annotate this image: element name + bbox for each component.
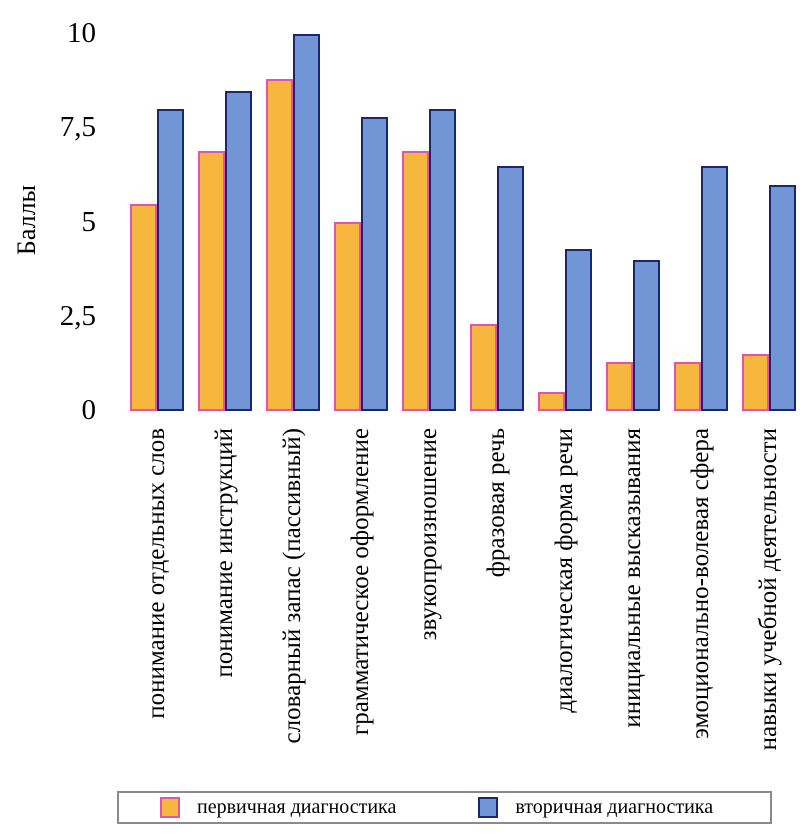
bar-secondary [429,109,456,411]
bar-group [742,185,796,411]
bar-group [538,249,592,411]
legend-item-secondary: вторичная диагностика [478,796,713,819]
bar-primary [538,392,565,411]
x-axis-label: диалогическая форма речи [551,428,578,713]
y-tick-label: 5 [81,205,97,238]
bar-group [334,117,388,411]
x-axis-label: звукопроизношение [415,428,442,641]
y-tick-label: 0 [81,393,97,426]
y-tick-label: 10 [67,16,96,49]
bar-group [198,91,252,411]
y-tick-label: 2,5 [59,299,96,332]
legend-item-primary: первичная диагностика [160,796,396,819]
legend: первичная диагностика вторичная диагност… [117,791,772,824]
y-axis-title: Баллы [12,184,41,256]
bar-group [130,109,184,411]
x-axis-label: эмоционально-волевая сфера [687,428,714,739]
bar-primary [130,204,157,411]
bar-group [674,166,728,411]
x-axis-label: понимание отдельных слов [143,428,170,719]
bar-secondary [565,249,592,411]
x-axis-label: навыки учебной деятельности [755,428,782,751]
bar-group [266,34,320,411]
x-axis-label: грамматическое оформление [347,428,374,736]
bar-primary [674,362,701,411]
bar-secondary [225,91,252,411]
bar-primary [266,79,293,411]
bar-secondary [497,166,524,411]
bar-primary [742,354,769,411]
legend-label-secondary: вторичная диагностика [515,796,714,818]
bar-secondary [701,166,728,411]
bar-primary [402,151,429,411]
x-axis-label: понимание инструкций [211,428,238,678]
primary-series-swatch [160,797,180,818]
bar-primary [606,362,633,411]
x-axis-label: инициальные высказывания [619,428,646,728]
bar-group [606,260,660,411]
bar-secondary [633,260,660,411]
bar-secondary [361,117,388,411]
bar-secondary [769,185,796,411]
bar-secondary [157,109,184,411]
bar-group [402,109,456,411]
x-axis-label: фразовая речь [483,428,510,578]
bar-primary [470,324,497,411]
legend-label-primary: первичная диагностика [197,796,397,818]
secondary-series-swatch [478,797,499,818]
bar-secondary [293,34,320,411]
x-axis-label: словарный запас (пассивный) [279,428,306,744]
bar-primary [198,151,225,411]
bar-group [470,166,524,411]
bar-primary [334,222,361,411]
y-tick-label: 7,5 [59,111,96,144]
